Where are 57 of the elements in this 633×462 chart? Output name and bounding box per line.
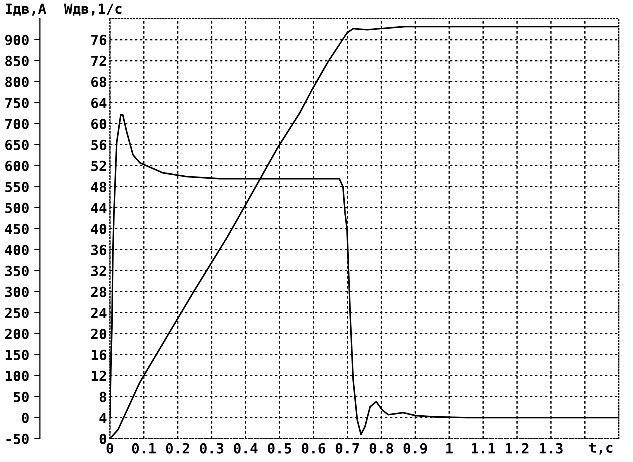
x-tick-label: 0.3	[200, 443, 224, 454]
y-tick-label: 450	[5, 224, 29, 234]
y-tick-label: 100	[6, 370, 29, 382]
y2-tick-label: 4	[100, 413, 107, 424]
y-tick-label: 200	[5, 328, 29, 340]
y-tick-label: 850	[6, 56, 29, 66]
y2-tick-label: 16	[92, 350, 107, 360]
y2-tick-label: 24	[91, 308, 107, 318]
x-tick-label: 0.6	[302, 443, 326, 454]
y2-tick-label: 56	[92, 140, 107, 150]
x-tick-label: 0	[106, 443, 114, 454]
y2-tick-label: 8	[100, 392, 106, 402]
y-tick-label: -50	[6, 434, 29, 444]
y-tick-label: 350	[6, 266, 29, 276]
x-tick-label: 0.2	[166, 443, 190, 454]
y-tick-label: 50	[14, 392, 29, 402]
y2-tick-label: 44	[91, 203, 107, 214]
y2-tick-label: 48	[91, 182, 106, 192]
y2-tick-label: 68	[92, 76, 106, 88]
y2-tick-label: 28	[91, 286, 106, 298]
y2-tick-label: 52	[92, 160, 106, 172]
x-tick-label: 1.1	[472, 443, 496, 454]
x-tick-label: 0.8	[370, 443, 394, 454]
x-tick-label: 0.9	[404, 443, 428, 454]
x-tick-label: 0.7	[336, 443, 360, 454]
y-tick-label: 900	[5, 34, 29, 46]
y2-tick-label: 0	[100, 434, 107, 444]
x-tick-label: 1.2	[506, 443, 529, 454]
y-tick-label: 0	[22, 412, 29, 424]
y-axis-title: Iдв,A	[6, 4, 46, 16]
y-tick-label: 650	[6, 140, 29, 150]
x-tick-label: 0.4	[234, 443, 258, 454]
y-tick-label: 300	[6, 286, 29, 298]
y2-tick-label: 60	[92, 118, 107, 130]
y2-tick-label: 12	[92, 370, 106, 382]
y-tick-label: 250	[5, 308, 29, 318]
y2-tick-label: 20	[91, 328, 107, 340]
x-tick-label: 0.5	[268, 443, 292, 454]
y-tick-label: 800	[6, 76, 29, 88]
y2-axis-title: Wдв,1/с	[64, 4, 122, 16]
y-tick-label: 500	[6, 202, 29, 214]
y-tick-label: 750	[6, 98, 29, 108]
y-tick-label: 700	[6, 118, 29, 130]
y2-tick-label: 40	[91, 224, 107, 234]
y-tick-label: 400	[5, 244, 29, 256]
y2-tick-label: 72	[92, 56, 106, 66]
y2-tick-label: 32	[91, 266, 106, 276]
y-tick-label: 550	[6, 182, 29, 192]
x-tick-label: 1	[446, 443, 453, 454]
y2-tick-label: 36	[91, 244, 107, 256]
x-tick-label: 1.3	[540, 443, 563, 454]
y-tick-label: 150	[6, 350, 29, 360]
y2-tick-label: 64	[92, 98, 107, 108]
x-tick-label: 0.1	[132, 443, 156, 454]
x-axis-title: t,с	[589, 443, 613, 455]
y2-tick-label: 76	[92, 34, 107, 46]
y-tick-label: 600	[6, 160, 29, 172]
